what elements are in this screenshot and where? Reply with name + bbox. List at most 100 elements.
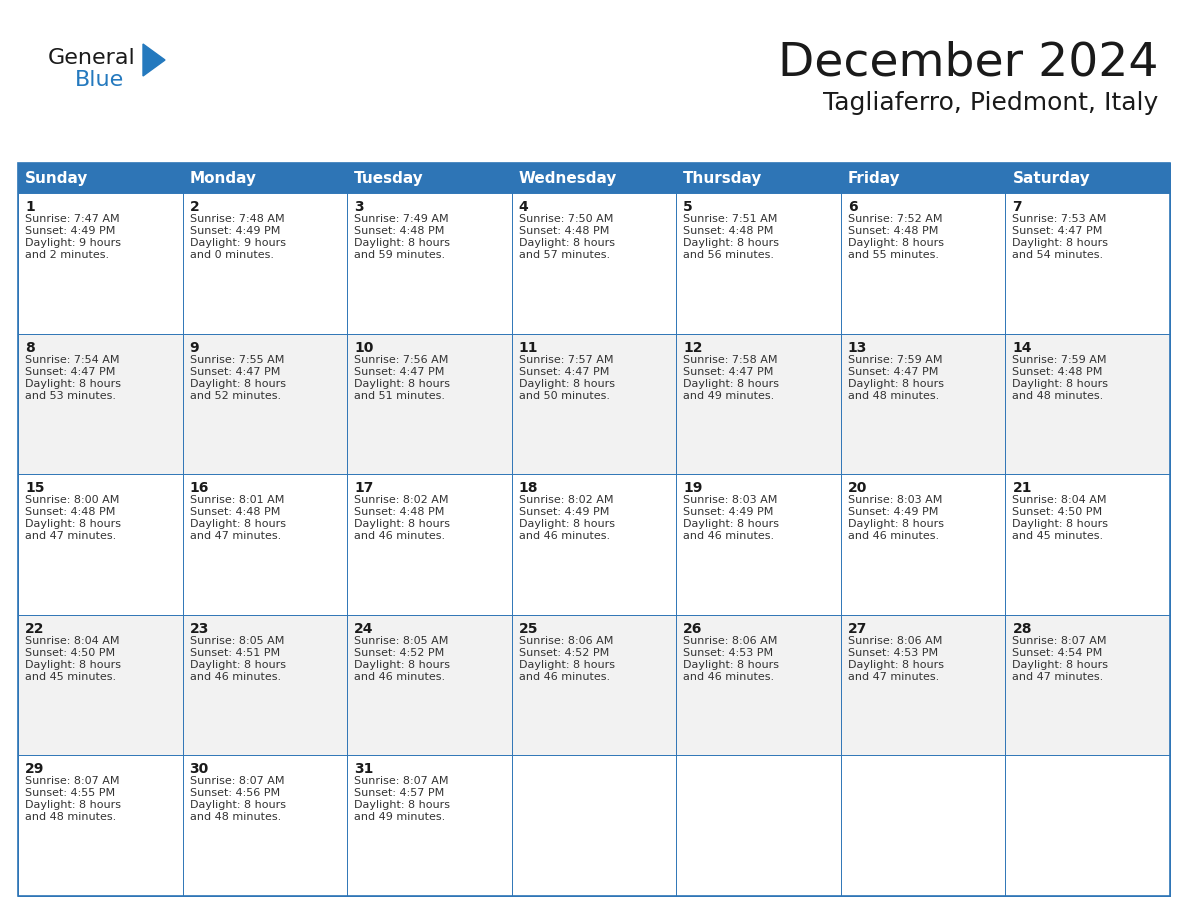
Text: and 47 minutes.: and 47 minutes. (190, 532, 280, 542)
Bar (676, 475, 841, 615)
Text: 7: 7 (1012, 200, 1022, 214)
Text: Daylight: 8 hours: Daylight: 8 hours (190, 378, 285, 388)
Text: 15: 15 (25, 481, 44, 495)
Text: 4: 4 (519, 200, 529, 214)
Text: Sunrise: 8:03 AM: Sunrise: 8:03 AM (848, 495, 942, 505)
Bar (512, 615, 676, 756)
Text: Daylight: 8 hours: Daylight: 8 hours (25, 378, 121, 388)
Text: Sunrise: 8:07 AM: Sunrise: 8:07 AM (1012, 636, 1107, 645)
Text: Sunset: 4:54 PM: Sunset: 4:54 PM (1012, 648, 1102, 658)
Text: Sunset: 4:52 PM: Sunset: 4:52 PM (354, 648, 444, 658)
Bar (676, 756, 841, 896)
Text: and 47 minutes.: and 47 minutes. (848, 672, 939, 682)
Text: and 53 minutes.: and 53 minutes. (25, 390, 116, 400)
Text: Daylight: 8 hours: Daylight: 8 hours (354, 800, 450, 811)
Text: and 46 minutes.: and 46 minutes. (354, 532, 446, 542)
Text: 23: 23 (190, 621, 209, 636)
Text: and 49 minutes.: and 49 minutes. (354, 812, 446, 823)
Text: Saturday: Saturday (1012, 171, 1091, 185)
Text: and 54 minutes.: and 54 minutes. (1012, 250, 1104, 260)
Text: Sunset: 4:53 PM: Sunset: 4:53 PM (848, 648, 939, 658)
Bar (347, 756, 512, 896)
Text: Daylight: 8 hours: Daylight: 8 hours (1012, 378, 1108, 388)
Text: Sunset: 4:47 PM: Sunset: 4:47 PM (1012, 226, 1102, 236)
Bar (183, 475, 347, 615)
Text: Sunset: 4:48 PM: Sunset: 4:48 PM (683, 226, 773, 236)
Text: and 46 minutes.: and 46 minutes. (354, 672, 446, 682)
Text: Blue: Blue (75, 70, 125, 90)
Text: Daylight: 8 hours: Daylight: 8 hours (1012, 520, 1108, 529)
Text: and 59 minutes.: and 59 minutes. (354, 250, 446, 260)
Text: Thursday: Thursday (683, 171, 763, 185)
Text: Sunrise: 8:04 AM: Sunrise: 8:04 AM (25, 636, 120, 645)
Bar (347, 615, 512, 756)
Text: 18: 18 (519, 481, 538, 495)
Text: Sunrise: 8:00 AM: Sunrise: 8:00 AM (25, 495, 119, 505)
Text: 12: 12 (683, 341, 703, 354)
Bar (347, 193, 512, 333)
Text: Sunset: 4:48 PM: Sunset: 4:48 PM (848, 226, 939, 236)
Bar (183, 193, 347, 333)
Bar (676, 163, 841, 193)
Text: Sunrise: 7:50 AM: Sunrise: 7:50 AM (519, 214, 613, 224)
Text: Sunset: 4:52 PM: Sunset: 4:52 PM (519, 648, 609, 658)
Text: 14: 14 (1012, 341, 1032, 354)
Text: 26: 26 (683, 621, 702, 636)
Text: Sunset: 4:49 PM: Sunset: 4:49 PM (25, 226, 115, 236)
Text: 29: 29 (25, 763, 44, 777)
Bar (183, 756, 347, 896)
Text: Daylight: 8 hours: Daylight: 8 hours (848, 378, 943, 388)
Text: and 46 minutes.: and 46 minutes. (519, 532, 609, 542)
Text: Daylight: 8 hours: Daylight: 8 hours (683, 238, 779, 248)
Text: Sunrise: 8:01 AM: Sunrise: 8:01 AM (190, 495, 284, 505)
Text: Daylight: 8 hours: Daylight: 8 hours (190, 520, 285, 529)
Text: Sunrise: 8:05 AM: Sunrise: 8:05 AM (190, 636, 284, 645)
Text: Daylight: 8 hours: Daylight: 8 hours (683, 520, 779, 529)
Text: Sunrise: 7:55 AM: Sunrise: 7:55 AM (190, 354, 284, 364)
Text: Sunrise: 8:04 AM: Sunrise: 8:04 AM (1012, 495, 1107, 505)
Text: Tagliaferro, Piedmont, Italy: Tagliaferro, Piedmont, Italy (823, 91, 1158, 115)
Bar (183, 163, 347, 193)
Text: and 46 minutes.: and 46 minutes. (190, 672, 280, 682)
Bar (1005, 756, 1170, 896)
Text: Sunrise: 8:02 AM: Sunrise: 8:02 AM (519, 495, 613, 505)
Text: Sunrise: 7:47 AM: Sunrise: 7:47 AM (25, 214, 120, 224)
Text: 24: 24 (354, 621, 374, 636)
Text: 20: 20 (848, 481, 867, 495)
Text: Daylight: 8 hours: Daylight: 8 hours (519, 378, 614, 388)
Bar (18, 163, 1170, 896)
Text: Daylight: 8 hours: Daylight: 8 hours (519, 520, 614, 529)
Text: and 48 minutes.: and 48 minutes. (190, 812, 280, 823)
Text: Friday: Friday (848, 171, 901, 185)
Text: and 48 minutes.: and 48 minutes. (25, 812, 116, 823)
Text: and 52 minutes.: and 52 minutes. (190, 390, 280, 400)
Bar (676, 615, 841, 756)
Bar (841, 193, 1005, 333)
Text: Sunday: Sunday (25, 171, 88, 185)
Text: Sunset: 4:56 PM: Sunset: 4:56 PM (190, 789, 279, 799)
Text: Sunset: 4:47 PM: Sunset: 4:47 PM (519, 366, 609, 376)
Bar (1005, 475, 1170, 615)
Text: Sunset: 4:48 PM: Sunset: 4:48 PM (25, 508, 115, 517)
Bar (18, 333, 183, 475)
Text: Sunset: 4:47 PM: Sunset: 4:47 PM (354, 366, 444, 376)
Text: Sunset: 4:47 PM: Sunset: 4:47 PM (25, 366, 115, 376)
Text: Daylight: 8 hours: Daylight: 8 hours (25, 800, 121, 811)
Text: 11: 11 (519, 341, 538, 354)
Text: 8: 8 (25, 341, 34, 354)
Text: Daylight: 8 hours: Daylight: 8 hours (354, 660, 450, 670)
Text: Sunset: 4:49 PM: Sunset: 4:49 PM (683, 508, 773, 517)
Bar (347, 475, 512, 615)
Text: 5: 5 (683, 200, 693, 214)
Text: and 56 minutes.: and 56 minutes. (683, 250, 775, 260)
Text: December 2024: December 2024 (777, 40, 1158, 85)
Bar (512, 475, 676, 615)
Text: Sunset: 4:55 PM: Sunset: 4:55 PM (25, 789, 115, 799)
Text: and 45 minutes.: and 45 minutes. (1012, 532, 1104, 542)
Text: Sunrise: 7:54 AM: Sunrise: 7:54 AM (25, 354, 120, 364)
Bar (18, 756, 183, 896)
Bar (841, 475, 1005, 615)
Bar (1005, 615, 1170, 756)
Text: General: General (48, 48, 135, 68)
Text: 1: 1 (25, 200, 34, 214)
